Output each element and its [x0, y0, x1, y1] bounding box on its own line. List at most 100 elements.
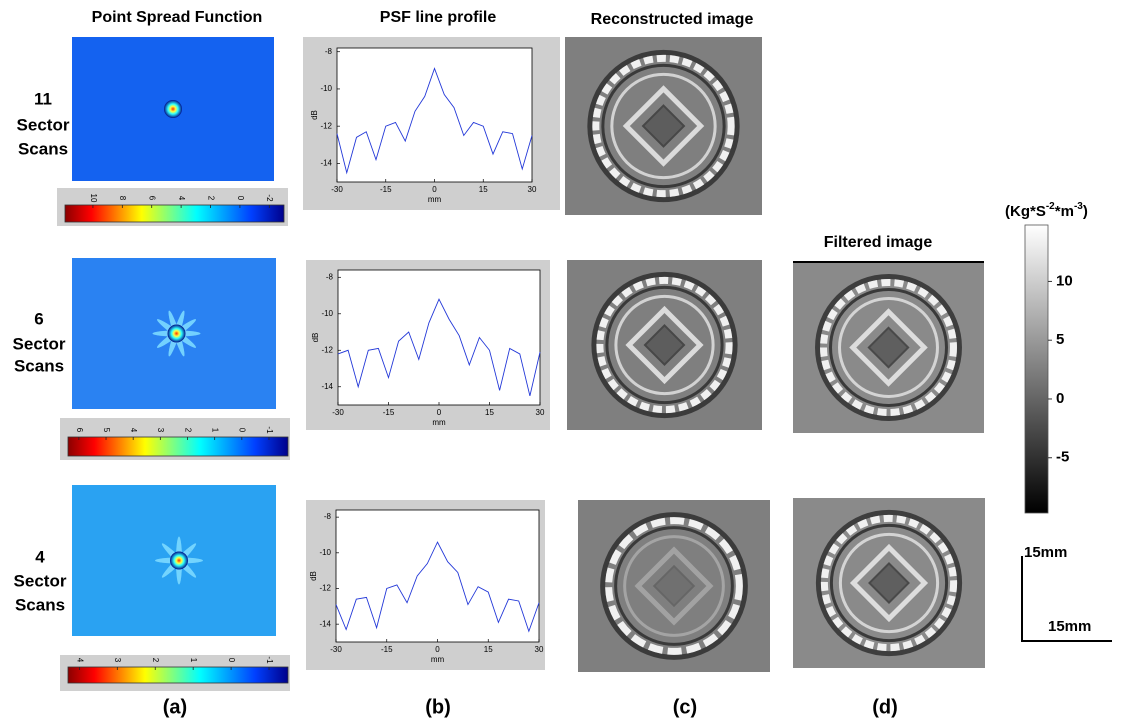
ring-2 — [838, 532, 940, 634]
y-tick-label: -10 — [319, 548, 331, 557]
colorbar-tick-label: 4 — [177, 196, 186, 201]
x-axis-label: mm — [428, 195, 442, 204]
y-tick-label: -14 — [321, 382, 333, 391]
colorbar-tick-label: 6 — [148, 196, 157, 201]
panel-label: (b) — [425, 696, 451, 718]
row-label: Scans — [18, 139, 68, 158]
colorbar-tick-label: 6 — [75, 428, 84, 433]
ring-shadow — [587, 49, 740, 203]
colorbar-tick-label: 0 — [236, 196, 245, 201]
row-label: Sector — [13, 334, 66, 353]
colorbar-tick-label: -1 — [265, 656, 274, 664]
y-tick-label: -8 — [324, 512, 332, 521]
scale-label: 15mm — [1048, 618, 1091, 635]
ring-inner-shadow — [601, 63, 726, 189]
scale-label: 15mm — [1024, 544, 1067, 561]
row-label: Sector — [14, 571, 67, 590]
y-tick-label: -12 — [321, 345, 333, 354]
diamond-inner — [867, 326, 910, 369]
ring-inner-shadow — [605, 285, 724, 405]
ring-inner-shadow — [829, 523, 949, 643]
psf-spot — [170, 551, 188, 570]
colorbar-tick-label: 8 — [118, 196, 127, 201]
colorbar-tick-label: 5 — [1056, 331, 1064, 348]
x-tick-label: -30 — [330, 645, 342, 654]
colorbar-tick-label: 1 — [211, 428, 220, 433]
grayscale-colorbar — [1024, 224, 1049, 514]
colorbar-tick-label: 0 — [1056, 390, 1064, 407]
ring-inner-shadow — [829, 288, 948, 407]
diamond-inner — [652, 564, 696, 608]
y-tick-label: -14 — [319, 619, 331, 628]
colorbar-tick-label: -1 — [265, 426, 274, 434]
ring-inner-shadow — [614, 526, 734, 646]
colorbar-tick-label: -2 — [265, 194, 274, 202]
x-tick-label: 0 — [435, 645, 440, 654]
x-tick-label: -15 — [380, 185, 392, 194]
row-label: 11 — [34, 89, 52, 108]
ring-2 — [610, 72, 717, 180]
colorbar-unit: (Kg*S-2*m-3) — [1005, 201, 1088, 220]
diamond — [634, 546, 714, 626]
diamond — [625, 305, 704, 385]
x-tick-label: -30 — [332, 408, 344, 417]
row-label: Sector — [17, 115, 70, 134]
ring — [820, 514, 958, 652]
ring — [605, 517, 743, 655]
x-axis-label: mm — [432, 418, 446, 427]
colorbar-tick-label: 10 — [1056, 272, 1073, 289]
y-tick-label: -12 — [320, 121, 332, 130]
x-tick-label: 30 — [528, 185, 537, 194]
x-tick-label: -15 — [381, 645, 393, 654]
column-title: Filtered image — [824, 234, 933, 251]
x-tick-label: 15 — [479, 185, 488, 194]
psf-spot — [164, 100, 182, 118]
x-axis-label: mm — [431, 655, 445, 664]
diamond — [622, 85, 705, 167]
colorbar-tick-label: 2 — [183, 428, 192, 433]
y-axis-label: dB — [309, 571, 318, 581]
unit-text: *m — [1055, 203, 1074, 220]
x-tick-label: 30 — [535, 645, 544, 654]
diamond-inner — [641, 104, 686, 148]
colorbar — [67, 436, 289, 457]
ring-shadow — [815, 509, 963, 657]
column-title: PSF line profile — [380, 9, 497, 26]
colorbar — [64, 204, 285, 223]
colorbar-tick-label: 3 — [113, 658, 122, 663]
row-label: Scans — [15, 595, 65, 614]
colorbar-tick-label: 0 — [238, 428, 247, 433]
colorbar-tick-label: 1 — [189, 658, 198, 663]
panel-label: (d) — [872, 696, 898, 718]
unit-text: ) — [1083, 203, 1088, 220]
colorbar-tick-label: 4 — [75, 658, 84, 663]
plot-area — [335, 509, 540, 643]
y-axis-label: dB — [310, 110, 319, 120]
ring — [820, 279, 957, 416]
profile-line — [336, 67, 533, 175]
diamond — [849, 543, 929, 623]
x-tick-label: 0 — [432, 185, 437, 194]
x-tick-label: -30 — [331, 185, 343, 194]
y-tick-label: -14 — [320, 158, 332, 167]
y-tick-label: -8 — [326, 272, 334, 281]
panel-label: (c) — [673, 696, 697, 718]
column-title: Reconstructed image — [591, 11, 754, 28]
colorbar-tick-label: 2 — [151, 658, 160, 663]
ring — [596, 276, 733, 414]
column-title: Point Spread Function — [92, 9, 263, 26]
unit-text: (Kg*S — [1005, 203, 1046, 220]
ring-2 — [614, 294, 715, 396]
unit-exponent: -2 — [1046, 201, 1055, 212]
row-label: 6 — [34, 309, 43, 328]
y-tick-label: -8 — [325, 47, 333, 56]
ring — [592, 54, 735, 198]
x-tick-label: 15 — [485, 408, 494, 417]
y-axis-label: dB — [311, 333, 320, 343]
unit-exponent: -3 — [1074, 201, 1083, 212]
x-tick-label: 0 — [437, 408, 442, 417]
x-tick-label: 30 — [536, 408, 545, 417]
y-tick-label: -10 — [320, 84, 332, 93]
colorbar-tick-label: 4 — [129, 428, 138, 433]
